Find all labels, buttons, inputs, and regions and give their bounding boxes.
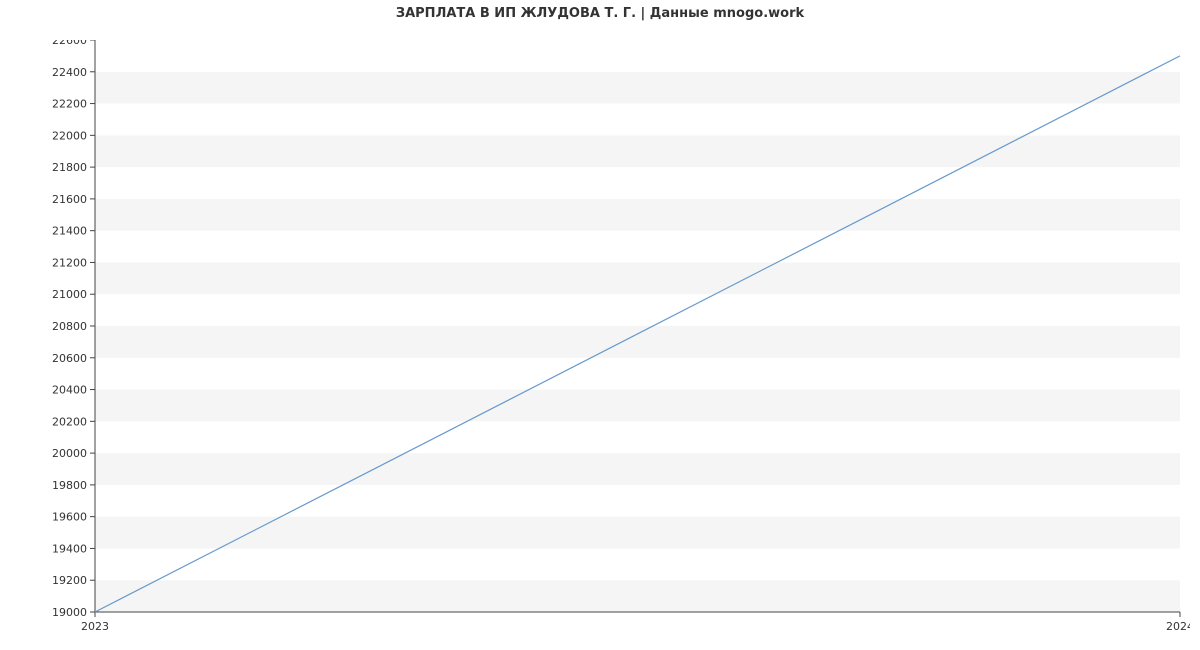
y-tick-label: 19800 (52, 479, 87, 492)
y-tick-label: 20400 (52, 384, 87, 397)
grid-band (95, 358, 1180, 390)
y-tick-label: 22200 (52, 98, 87, 111)
grid-band (95, 167, 1180, 199)
grid-band (95, 135, 1180, 167)
y-tick-label: 22400 (52, 66, 87, 79)
grid-band (95, 580, 1180, 612)
y-tick-label: 19600 (52, 511, 87, 524)
y-tick-label: 21200 (52, 256, 87, 269)
grid-band (95, 517, 1180, 549)
grid-band (95, 231, 1180, 263)
y-tick-label: 21400 (52, 225, 87, 238)
grid-band (95, 548, 1180, 580)
y-tick-label: 20600 (52, 352, 87, 365)
grid-band (95, 104, 1180, 136)
grid-band (95, 326, 1180, 358)
grid-band (95, 390, 1180, 422)
y-tick-label: 19400 (52, 542, 87, 555)
grid-band (95, 294, 1180, 326)
y-tick-label: 21800 (52, 161, 87, 174)
grid-band (95, 40, 1180, 72)
chart-title: ЗАРПЛАТА В ИП ЖЛУДОВА Т. Г. | Данные mno… (0, 6, 1200, 21)
grid-band (95, 453, 1180, 485)
y-tick-label: 19200 (52, 574, 87, 587)
grid-band (95, 485, 1180, 517)
grid-band (95, 262, 1180, 294)
grid-band (95, 421, 1180, 453)
y-tick-label: 20200 (52, 415, 87, 428)
line-chart-svg: 19000 19200 19400 19600 19800 20000 20200 20400… (45, 40, 1190, 640)
plot-area: 1900019200194001960019800200002020020400… (95, 40, 1180, 612)
y-tick-label: 21000 (52, 288, 87, 301)
grid-band (95, 72, 1180, 104)
grid-band (95, 199, 1180, 231)
y-tick-label: 20800 (52, 320, 87, 333)
x-tick-label: 2023 (81, 620, 109, 633)
x-tick-label: 2024 (1166, 620, 1190, 633)
y-tick-label: 22600 (52, 40, 87, 47)
y-tick-label: 21600 (52, 193, 87, 206)
y-tick-label: 20000 (52, 447, 87, 460)
y-tick-label: 19000 (52, 606, 87, 619)
y-tick-label: 22000 (52, 129, 87, 142)
